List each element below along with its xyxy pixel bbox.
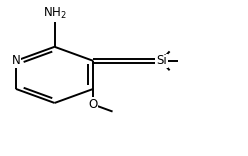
Text: Si: Si <box>156 54 167 67</box>
Text: O: O <box>89 98 98 111</box>
Text: NH$_2$: NH$_2$ <box>43 6 66 21</box>
Text: N: N <box>11 54 20 67</box>
